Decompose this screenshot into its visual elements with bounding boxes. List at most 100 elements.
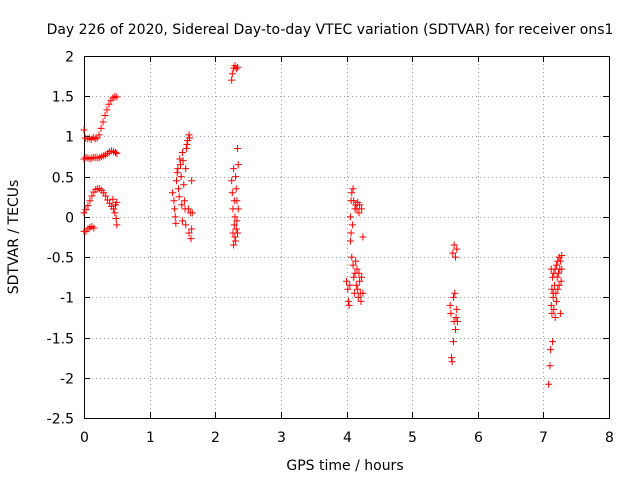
data-point bbox=[187, 235, 195, 243]
data-point bbox=[233, 217, 241, 225]
data-point bbox=[233, 197, 241, 205]
data-point bbox=[453, 317, 461, 325]
data-point bbox=[188, 177, 196, 185]
data-point bbox=[345, 301, 353, 309]
data-point bbox=[552, 289, 560, 297]
data-point bbox=[230, 221, 238, 229]
data-point bbox=[353, 265, 361, 273]
data-point bbox=[349, 261, 357, 269]
data-point bbox=[232, 65, 240, 73]
data-point bbox=[228, 189, 236, 197]
data-point bbox=[185, 131, 193, 139]
data-point bbox=[110, 205, 118, 213]
data-point bbox=[178, 149, 186, 157]
data-point bbox=[558, 265, 566, 273]
data-point bbox=[348, 253, 356, 261]
data-point bbox=[90, 224, 98, 232]
data-point bbox=[354, 293, 362, 301]
data-point bbox=[356, 277, 364, 285]
data-point bbox=[186, 134, 194, 142]
data-point bbox=[232, 237, 240, 245]
data-point bbox=[234, 161, 242, 169]
data-point bbox=[230, 165, 238, 173]
y-tick-label: 0.5 bbox=[52, 171, 74, 187]
data-point bbox=[555, 281, 563, 289]
data-point bbox=[80, 126, 88, 134]
data-point bbox=[113, 198, 121, 206]
data-point bbox=[358, 205, 366, 213]
data-point bbox=[448, 354, 455, 362]
x-tick-label: 4 bbox=[343, 430, 352, 446]
data-point bbox=[548, 309, 556, 317]
x-tick-label: 3 bbox=[277, 430, 286, 446]
data-point bbox=[348, 189, 356, 197]
data-point bbox=[554, 285, 562, 293]
data-point bbox=[178, 201, 186, 209]
data-point bbox=[549, 338, 557, 346]
data-point bbox=[557, 277, 565, 285]
data-point bbox=[356, 201, 364, 209]
x-axis-ticks: 0 1 2 3 4 5 6 7 8 bbox=[80, 56, 614, 446]
data-point bbox=[547, 346, 555, 354]
data-point bbox=[349, 185, 357, 193]
data-point bbox=[101, 112, 109, 120]
data-point bbox=[95, 131, 103, 139]
data-point bbox=[448, 358, 456, 366]
data-point bbox=[451, 289, 459, 297]
data-point bbox=[176, 155, 184, 163]
data-point bbox=[348, 221, 356, 229]
plot-frame bbox=[84, 56, 610, 419]
data-point bbox=[451, 253, 459, 261]
data-point bbox=[188, 209, 196, 217]
grid bbox=[84, 56, 609, 418]
data-point bbox=[347, 229, 355, 237]
data-point bbox=[449, 293, 457, 301]
data-point bbox=[447, 309, 455, 317]
data-point bbox=[173, 177, 181, 185]
data-point bbox=[102, 192, 110, 200]
data-point bbox=[172, 219, 180, 227]
data-point bbox=[344, 285, 352, 293]
data-point bbox=[111, 209, 119, 217]
data-point bbox=[171, 205, 179, 213]
x-tick-label: 6 bbox=[474, 430, 483, 446]
data-point bbox=[88, 192, 96, 200]
data-point bbox=[549, 293, 557, 301]
x-tick-label: 8 bbox=[605, 430, 614, 446]
data-point bbox=[103, 106, 111, 114]
data-point bbox=[176, 161, 184, 169]
data-points bbox=[80, 62, 566, 388]
data-point bbox=[553, 297, 560, 305]
data-point bbox=[112, 214, 120, 222]
data-point bbox=[554, 269, 562, 277]
data-point bbox=[84, 202, 92, 210]
data-point bbox=[359, 233, 367, 241]
x-axis-label: GPS time / hours bbox=[286, 458, 403, 474]
x-tick-label: 0 bbox=[80, 430, 89, 446]
data-point bbox=[350, 197, 358, 205]
data-point bbox=[171, 213, 179, 221]
data-point bbox=[350, 273, 358, 281]
data-point bbox=[169, 189, 177, 197]
data-point bbox=[170, 197, 178, 205]
data-point bbox=[352, 257, 360, 265]
data-point bbox=[346, 281, 354, 289]
data-point bbox=[350, 289, 358, 297]
data-point bbox=[355, 269, 363, 277]
data-point bbox=[231, 213, 239, 221]
data-point bbox=[228, 177, 236, 185]
data-point bbox=[99, 118, 107, 126]
data-point bbox=[546, 362, 554, 370]
data-point bbox=[231, 233, 239, 241]
x-tick-label: 7 bbox=[539, 430, 548, 446]
data-point bbox=[232, 173, 240, 181]
y-tick-label: 2 bbox=[65, 50, 74, 66]
data-point bbox=[105, 100, 113, 108]
x-tick-label: 1 bbox=[146, 430, 155, 446]
data-point bbox=[113, 93, 121, 101]
data-point bbox=[550, 305, 558, 313]
data-point bbox=[234, 205, 242, 213]
data-point bbox=[112, 149, 119, 157]
data-point bbox=[452, 313, 460, 321]
